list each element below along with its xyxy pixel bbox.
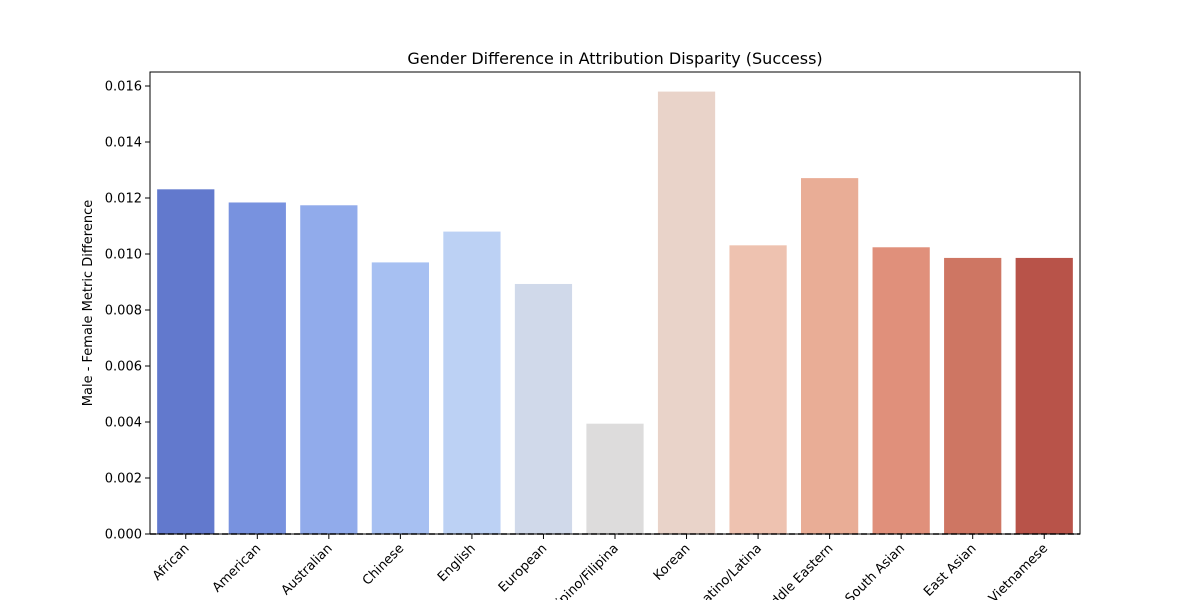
bar-11 — [944, 257, 1002, 534]
y-tick-label: 0.000 — [105, 528, 142, 543]
bar-4 — [443, 231, 501, 534]
bar-8 — [729, 245, 787, 534]
x-tick-label: South Asian — [843, 541, 908, 600]
x-tick-label: Vietnamese — [986, 541, 1051, 600]
bar-3 — [371, 262, 429, 534]
y-axis-label: Male - Female Metric Difference — [81, 200, 96, 406]
bar-10 — [872, 247, 930, 534]
x-tick-label: English — [435, 541, 479, 585]
x-tick-label: African — [150, 541, 193, 584]
y-tick-label: 0.004 — [105, 416, 142, 431]
bar-1 — [228, 202, 286, 535]
y-tick-label: 0.006 — [105, 360, 142, 375]
y-tick-label: 0.012 — [105, 192, 142, 207]
bar-12 — [1015, 257, 1073, 534]
x-tick-label: Middle Eastern — [758, 541, 837, 600]
bar-5 — [514, 283, 573, 534]
plot-area: 0.000 0.002 0.004 0.006 0.008 0.010 0.012 0.014… — [105, 71, 1081, 600]
x-tick-label: Korean — [651, 541, 693, 583]
y-tick-label: 0.010 — [105, 248, 142, 263]
y-tick-label: 0.008 — [105, 304, 142, 319]
bar-0 — [157, 189, 215, 534]
x-tick-label: Latino/Latina — [694, 541, 764, 600]
y-tick-label: 0.014 — [105, 136, 142, 151]
bar-2 — [300, 205, 358, 534]
x-tick-label: Filipino/Filipina — [544, 541, 622, 600]
y-tick-label: 0.016 — [105, 80, 142, 95]
x-tick-label: Chinese — [360, 541, 407, 588]
x-tick-label: East Asian — [921, 541, 979, 599]
bar-9 — [801, 178, 859, 534]
y-tick-label: 0.002 — [105, 472, 142, 487]
chart-title: Gender Difference in Attribution Dispari… — [407, 49, 822, 68]
bar-6 — [586, 423, 644, 534]
x-tick-label: American — [210, 541, 264, 595]
bar-7 — [657, 91, 716, 534]
x-tick-label: European — [496, 541, 550, 595]
x-tick-label: Australian — [279, 541, 336, 598]
